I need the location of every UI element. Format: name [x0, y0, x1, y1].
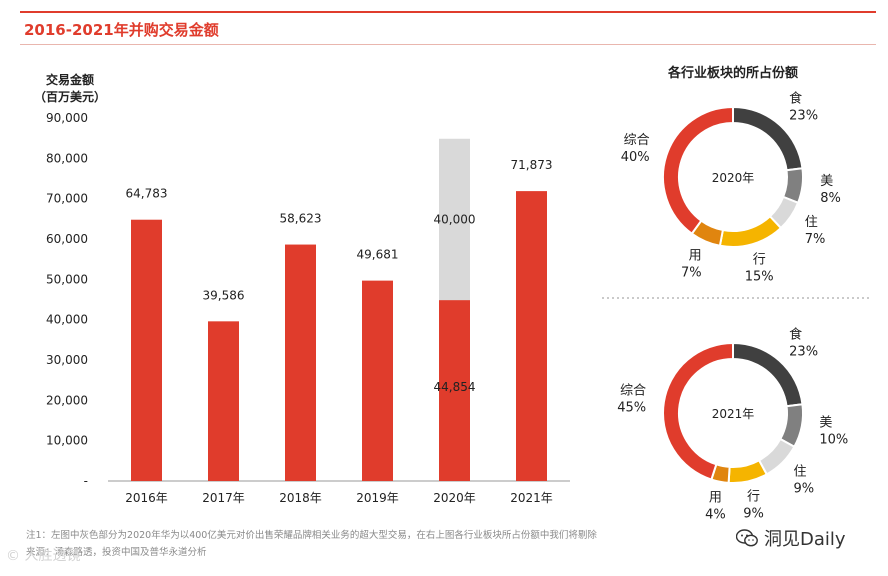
y-tick-label: 10,000 [46, 434, 88, 448]
y-axis-title: 交易金额 [46, 72, 94, 87]
donut-slice-label: 用 [689, 248, 702, 263]
donut-slice-pct: 4% [705, 507, 726, 522]
y-tick-label: 30,000 [46, 353, 88, 367]
donut-slice-label: 综合 [624, 133, 650, 148]
y-tick-label: 20,000 [46, 393, 88, 407]
donut-slice-pct: 23% [789, 108, 818, 123]
x-tick-label: 2019年 [356, 491, 399, 505]
bar [131, 219, 162, 482]
donut-section-title: 各行业板块的所占份额 [667, 65, 798, 81]
donut-slice-pct: 9% [793, 481, 814, 496]
donut-slice-pct: 15% [745, 269, 774, 284]
bar [208, 321, 239, 481]
y-tick-label: 50,000 [46, 272, 88, 286]
bar-data-label: 64,783 [126, 187, 168, 201]
page-title: 2016-2021年并购交易金额 [24, 21, 219, 39]
bar-data-label: 39,586 [203, 288, 245, 302]
donut-slice [727, 458, 769, 484]
donut-slice-label: 住 [805, 215, 818, 230]
source-note: 来源：汤森路透，投资中国及普华永道分析 [26, 547, 207, 558]
title-underline [20, 44, 876, 45]
watermark-right: 洞见Daily [736, 525, 846, 551]
donut-slice-pct: 45% [617, 400, 646, 415]
stack-data-label: 40,000 [434, 212, 476, 226]
donut-slice-label: 美 [820, 174, 833, 189]
donut-slice-label: 食 [789, 326, 802, 342]
donut-slice-pct: 40% [621, 150, 650, 165]
x-tick-label: 2017年 [202, 491, 245, 505]
donut-slice-label: 用 [709, 490, 722, 505]
x-tick-label: 2018年 [279, 491, 322, 505]
bar [439, 300, 470, 481]
donut-slice-label: 行 [753, 252, 766, 267]
bar [362, 280, 393, 481]
bar-data-label: 49,681 [357, 248, 399, 262]
donut-slice-pct: 8% [820, 191, 841, 206]
y-tick-label: 90,000 [46, 111, 88, 125]
bar-data-label: 71,873 [511, 158, 553, 172]
donut-slice-label: 行 [747, 490, 760, 505]
watermark-left: © 人胜透镜 [6, 548, 81, 564]
donut-slice-label: 美 [819, 416, 832, 431]
donut-slice-label: 住 [793, 464, 806, 479]
donut-slice-pct: 10% [819, 433, 848, 448]
donut-slice-label: 食 [789, 90, 802, 106]
y-axis-title: （百万美元） [34, 89, 106, 104]
title-top-rule [20, 11, 876, 13]
y-tick-label: 40,000 [46, 313, 88, 327]
donut-slice [662, 105, 734, 236]
wechat-icon [736, 529, 758, 547]
x-tick-label: 2020年 [433, 491, 476, 505]
donut-center-label: 2021年 [712, 407, 755, 421]
y-tick-label: 70,000 [46, 192, 88, 206]
y-tick-label: 80,000 [46, 151, 88, 165]
y-tick-label: - [84, 474, 88, 488]
y-tick-label: 60,000 [46, 232, 88, 246]
donut-charts: 各行业板块的所占份额食23%美8%住7%行15%用7%综合40%2020年食23… [602, 65, 870, 522]
donut-slice-label: 综合 [620, 383, 646, 398]
bar [285, 244, 316, 481]
x-tick-label: 2016年 [125, 491, 168, 505]
bar-stacked [439, 138, 470, 301]
watermark-right-text: 洞见Daily [764, 529, 846, 550]
bar-chart: 交易金额 （百万美元） - 10,000 20,000 30,000 40,000 50,00… [34, 72, 570, 505]
donut-slice [718, 214, 783, 248]
bar-data-label: 44,854 [434, 380, 476, 394]
donut-slice-pct: 7% [805, 232, 826, 247]
bar-data-label: 58,623 [280, 212, 322, 226]
donut-slice [662, 341, 734, 481]
donut-slice-pct: 7% [681, 265, 702, 280]
bar [516, 191, 547, 481]
donut-slice-pct: 23% [789, 344, 818, 359]
donut-center-label: 2020年 [712, 171, 755, 185]
donut-slice-pct: 9% [743, 507, 764, 522]
footnote: 注1：左图中灰色部分为2020年华为以400亿美元对价出售荣耀品牌相关业务的超大… [26, 530, 597, 541]
x-tick-label: 2021年 [510, 491, 553, 505]
